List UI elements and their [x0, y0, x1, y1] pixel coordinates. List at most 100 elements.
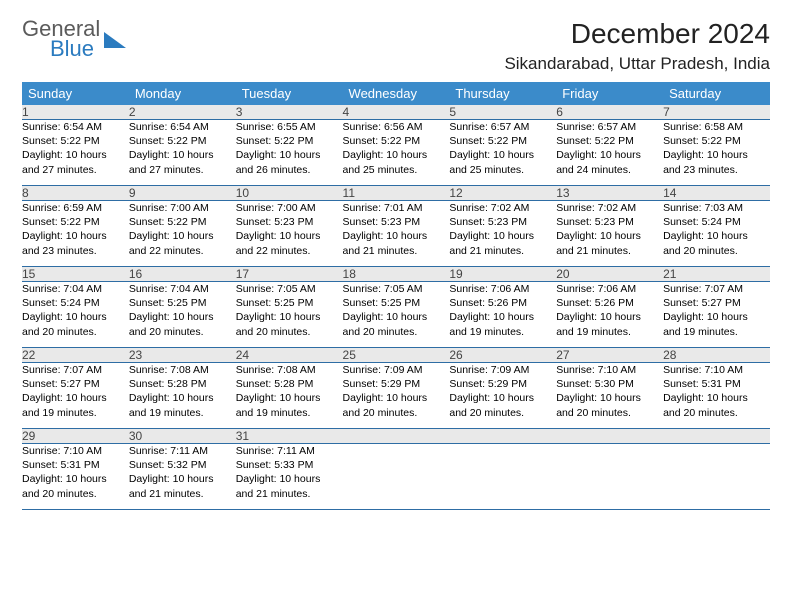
- sunrise-text: Sunrise: 7:11 AM: [236, 444, 343, 458]
- daylight-text: Daylight: 10 hours: [663, 391, 770, 405]
- sunset-text: Sunset: 5:22 PM: [449, 134, 556, 148]
- sunset-text: Sunset: 5:27 PM: [663, 296, 770, 310]
- day-info-cell: [556, 444, 663, 510]
- logo-line2: Blue: [50, 38, 100, 60]
- week-info-row: Sunrise: 7:04 AMSunset: 5:24 PMDaylight:…: [22, 282, 770, 348]
- day-info-cell: Sunrise: 6:59 AMSunset: 5:22 PMDaylight:…: [22, 201, 129, 267]
- day-number-cell: 5: [449, 105, 556, 120]
- sunset-text: Sunset: 5:23 PM: [343, 215, 450, 229]
- day-number-cell: 21: [663, 267, 770, 282]
- sunset-text: Sunset: 5:29 PM: [449, 377, 556, 391]
- daylight-text: and 20 minutes.: [663, 244, 770, 258]
- day-number-cell: 16: [129, 267, 236, 282]
- title-block: December 2024 Sikandarabad, Uttar Prades…: [504, 18, 770, 74]
- col-thursday: Thursday: [449, 82, 556, 105]
- daylight-text: Daylight: 10 hours: [236, 391, 343, 405]
- day-number-cell: 4: [343, 105, 450, 120]
- day-info-cell: Sunrise: 7:11 AMSunset: 5:33 PMDaylight:…: [236, 444, 343, 510]
- daylight-text: Daylight: 10 hours: [129, 229, 236, 243]
- day-number-cell: 14: [663, 186, 770, 201]
- day-number-cell: [343, 429, 450, 444]
- daylight-text: Daylight: 10 hours: [556, 148, 663, 162]
- day-info-cell: Sunrise: 6:54 AMSunset: 5:22 PMDaylight:…: [22, 120, 129, 186]
- daylight-text: and 20 minutes.: [343, 325, 450, 339]
- day-header-row: Sunday Monday Tuesday Wednesday Thursday…: [22, 82, 770, 105]
- sunset-text: Sunset: 5:26 PM: [556, 296, 663, 310]
- day-info-cell: Sunrise: 7:01 AMSunset: 5:23 PMDaylight:…: [343, 201, 450, 267]
- sunrise-text: Sunrise: 7:00 AM: [236, 201, 343, 215]
- daylight-text: Daylight: 10 hours: [22, 391, 129, 405]
- sunrise-text: Sunrise: 7:08 AM: [236, 363, 343, 377]
- daylight-text: Daylight: 10 hours: [449, 310, 556, 324]
- day-info-cell: Sunrise: 7:07 AMSunset: 5:27 PMDaylight:…: [663, 282, 770, 348]
- daylight-text: and 25 minutes.: [343, 163, 450, 177]
- daylight-text: and 20 minutes.: [129, 325, 236, 339]
- week-info-row: Sunrise: 6:59 AMSunset: 5:22 PMDaylight:…: [22, 201, 770, 267]
- day-info-cell: Sunrise: 7:10 AMSunset: 5:30 PMDaylight:…: [556, 363, 663, 429]
- day-number-cell: [663, 429, 770, 444]
- sunset-text: Sunset: 5:24 PM: [663, 215, 770, 229]
- day-info-cell: Sunrise: 7:00 AMSunset: 5:22 PMDaylight:…: [129, 201, 236, 267]
- sunset-text: Sunset: 5:22 PM: [129, 134, 236, 148]
- week-info-row: Sunrise: 7:10 AMSunset: 5:31 PMDaylight:…: [22, 444, 770, 510]
- month-title: December 2024: [504, 18, 770, 50]
- sunrise-text: Sunrise: 6:57 AM: [556, 120, 663, 134]
- location-text: Sikandarabad, Uttar Pradesh, India: [504, 54, 770, 74]
- daylight-text: and 21 minutes.: [343, 244, 450, 258]
- day-info-cell: Sunrise: 7:02 AMSunset: 5:23 PMDaylight:…: [556, 201, 663, 267]
- day-info-cell: [449, 444, 556, 510]
- col-saturday: Saturday: [663, 82, 770, 105]
- daylight-text: Daylight: 10 hours: [129, 148, 236, 162]
- day-info-cell: Sunrise: 6:56 AMSunset: 5:22 PMDaylight:…: [343, 120, 450, 186]
- daylight-text: and 27 minutes.: [22, 163, 129, 177]
- sunrise-text: Sunrise: 7:11 AM: [129, 444, 236, 458]
- day-info-cell: Sunrise: 7:06 AMSunset: 5:26 PMDaylight:…: [556, 282, 663, 348]
- sunset-text: Sunset: 5:25 PM: [129, 296, 236, 310]
- week-daynum-row: 22232425262728: [22, 348, 770, 363]
- sunrise-text: Sunrise: 7:00 AM: [129, 201, 236, 215]
- sunset-text: Sunset: 5:33 PM: [236, 458, 343, 472]
- day-number-cell: 11: [343, 186, 450, 201]
- day-info-cell: Sunrise: 7:04 AMSunset: 5:25 PMDaylight:…: [129, 282, 236, 348]
- daylight-text: and 20 minutes.: [556, 406, 663, 420]
- day-info-cell: Sunrise: 6:54 AMSunset: 5:22 PMDaylight:…: [129, 120, 236, 186]
- sunrise-text: Sunrise: 6:58 AM: [663, 120, 770, 134]
- day-info-cell: Sunrise: 6:55 AMSunset: 5:22 PMDaylight:…: [236, 120, 343, 186]
- day-number-cell: 29: [22, 429, 129, 444]
- daylight-text: Daylight: 10 hours: [236, 310, 343, 324]
- logo: General Blue: [22, 18, 126, 60]
- daylight-text: Daylight: 10 hours: [343, 310, 450, 324]
- sunset-text: Sunset: 5:26 PM: [449, 296, 556, 310]
- daylight-text: and 20 minutes.: [22, 325, 129, 339]
- sunset-text: Sunset: 5:22 PM: [129, 215, 236, 229]
- day-info-cell: Sunrise: 7:09 AMSunset: 5:29 PMDaylight:…: [449, 363, 556, 429]
- day-number-cell: 25: [343, 348, 450, 363]
- daylight-text: Daylight: 10 hours: [236, 148, 343, 162]
- sunrise-text: Sunrise: 7:07 AM: [663, 282, 770, 296]
- daylight-text: Daylight: 10 hours: [343, 391, 450, 405]
- sunrise-text: Sunrise: 7:05 AM: [236, 282, 343, 296]
- day-number-cell: 23: [129, 348, 236, 363]
- daylight-text: and 20 minutes.: [449, 406, 556, 420]
- daylight-text: and 23 minutes.: [663, 163, 770, 177]
- sunset-text: Sunset: 5:23 PM: [236, 215, 343, 229]
- day-info-cell: Sunrise: 6:57 AMSunset: 5:22 PMDaylight:…: [449, 120, 556, 186]
- daylight-text: and 19 minutes.: [556, 325, 663, 339]
- day-info-cell: Sunrise: 7:05 AMSunset: 5:25 PMDaylight:…: [236, 282, 343, 348]
- day-number-cell: 6: [556, 105, 663, 120]
- daylight-text: and 22 minutes.: [236, 244, 343, 258]
- daylight-text: Daylight: 10 hours: [663, 310, 770, 324]
- daylight-text: Daylight: 10 hours: [449, 391, 556, 405]
- day-info-cell: Sunrise: 6:57 AMSunset: 5:22 PMDaylight:…: [556, 120, 663, 186]
- sunset-text: Sunset: 5:31 PM: [22, 458, 129, 472]
- daylight-text: and 19 minutes.: [236, 406, 343, 420]
- logo-text: General Blue: [22, 18, 100, 60]
- sunrise-text: Sunrise: 7:10 AM: [663, 363, 770, 377]
- daylight-text: and 19 minutes.: [449, 325, 556, 339]
- day-info-cell: Sunrise: 6:58 AMSunset: 5:22 PMDaylight:…: [663, 120, 770, 186]
- daylight-text: and 20 minutes.: [663, 406, 770, 420]
- sunset-text: Sunset: 5:22 PM: [343, 134, 450, 148]
- day-info-cell: Sunrise: 7:10 AMSunset: 5:31 PMDaylight:…: [22, 444, 129, 510]
- daylight-text: Daylight: 10 hours: [556, 229, 663, 243]
- logo-triangle-icon: [104, 32, 126, 48]
